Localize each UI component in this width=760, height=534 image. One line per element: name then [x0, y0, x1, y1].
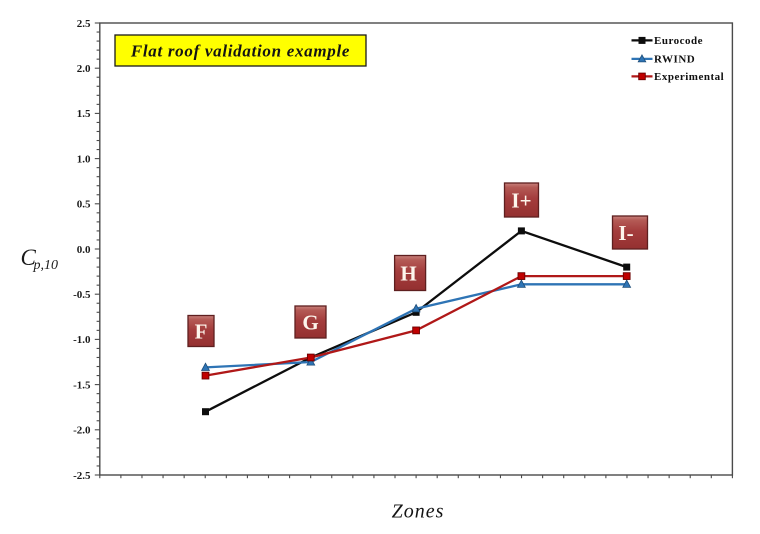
- svg-text:-2.5: -2.5: [73, 470, 91, 482]
- svg-text:RWIND: RWIND: [654, 54, 695, 66]
- svg-text:C: C: [21, 245, 37, 270]
- svg-text:-1.5: -1.5: [73, 379, 91, 391]
- svg-text:Zones: Zones: [392, 501, 445, 523]
- svg-text:0.0: 0.0: [77, 244, 91, 256]
- svg-text:-1.0: -1.0: [73, 334, 91, 346]
- svg-text:I-: I-: [618, 221, 633, 245]
- svg-text:-2.0: -2.0: [73, 425, 91, 437]
- svg-text:Eurocode: Eurocode: [654, 35, 703, 47]
- svg-text:-0.5: -0.5: [73, 289, 91, 301]
- svg-text:2.0: 2.0: [77, 63, 91, 75]
- svg-text:H: H: [400, 262, 416, 286]
- svg-text:Flat roof validation example: Flat roof validation example: [130, 42, 350, 61]
- svg-text:F: F: [195, 320, 208, 344]
- svg-text:1.0: 1.0: [77, 153, 91, 165]
- svg-text:1.5: 1.5: [77, 108, 91, 120]
- svg-text:p,10: p,10: [33, 258, 59, 273]
- svg-text:I+: I+: [511, 189, 531, 213]
- svg-text:2.5: 2.5: [77, 18, 91, 30]
- svg-text:0.5: 0.5: [77, 199, 91, 211]
- svg-text:Experimental: Experimental: [654, 71, 724, 83]
- svg-text:G: G: [302, 311, 318, 335]
